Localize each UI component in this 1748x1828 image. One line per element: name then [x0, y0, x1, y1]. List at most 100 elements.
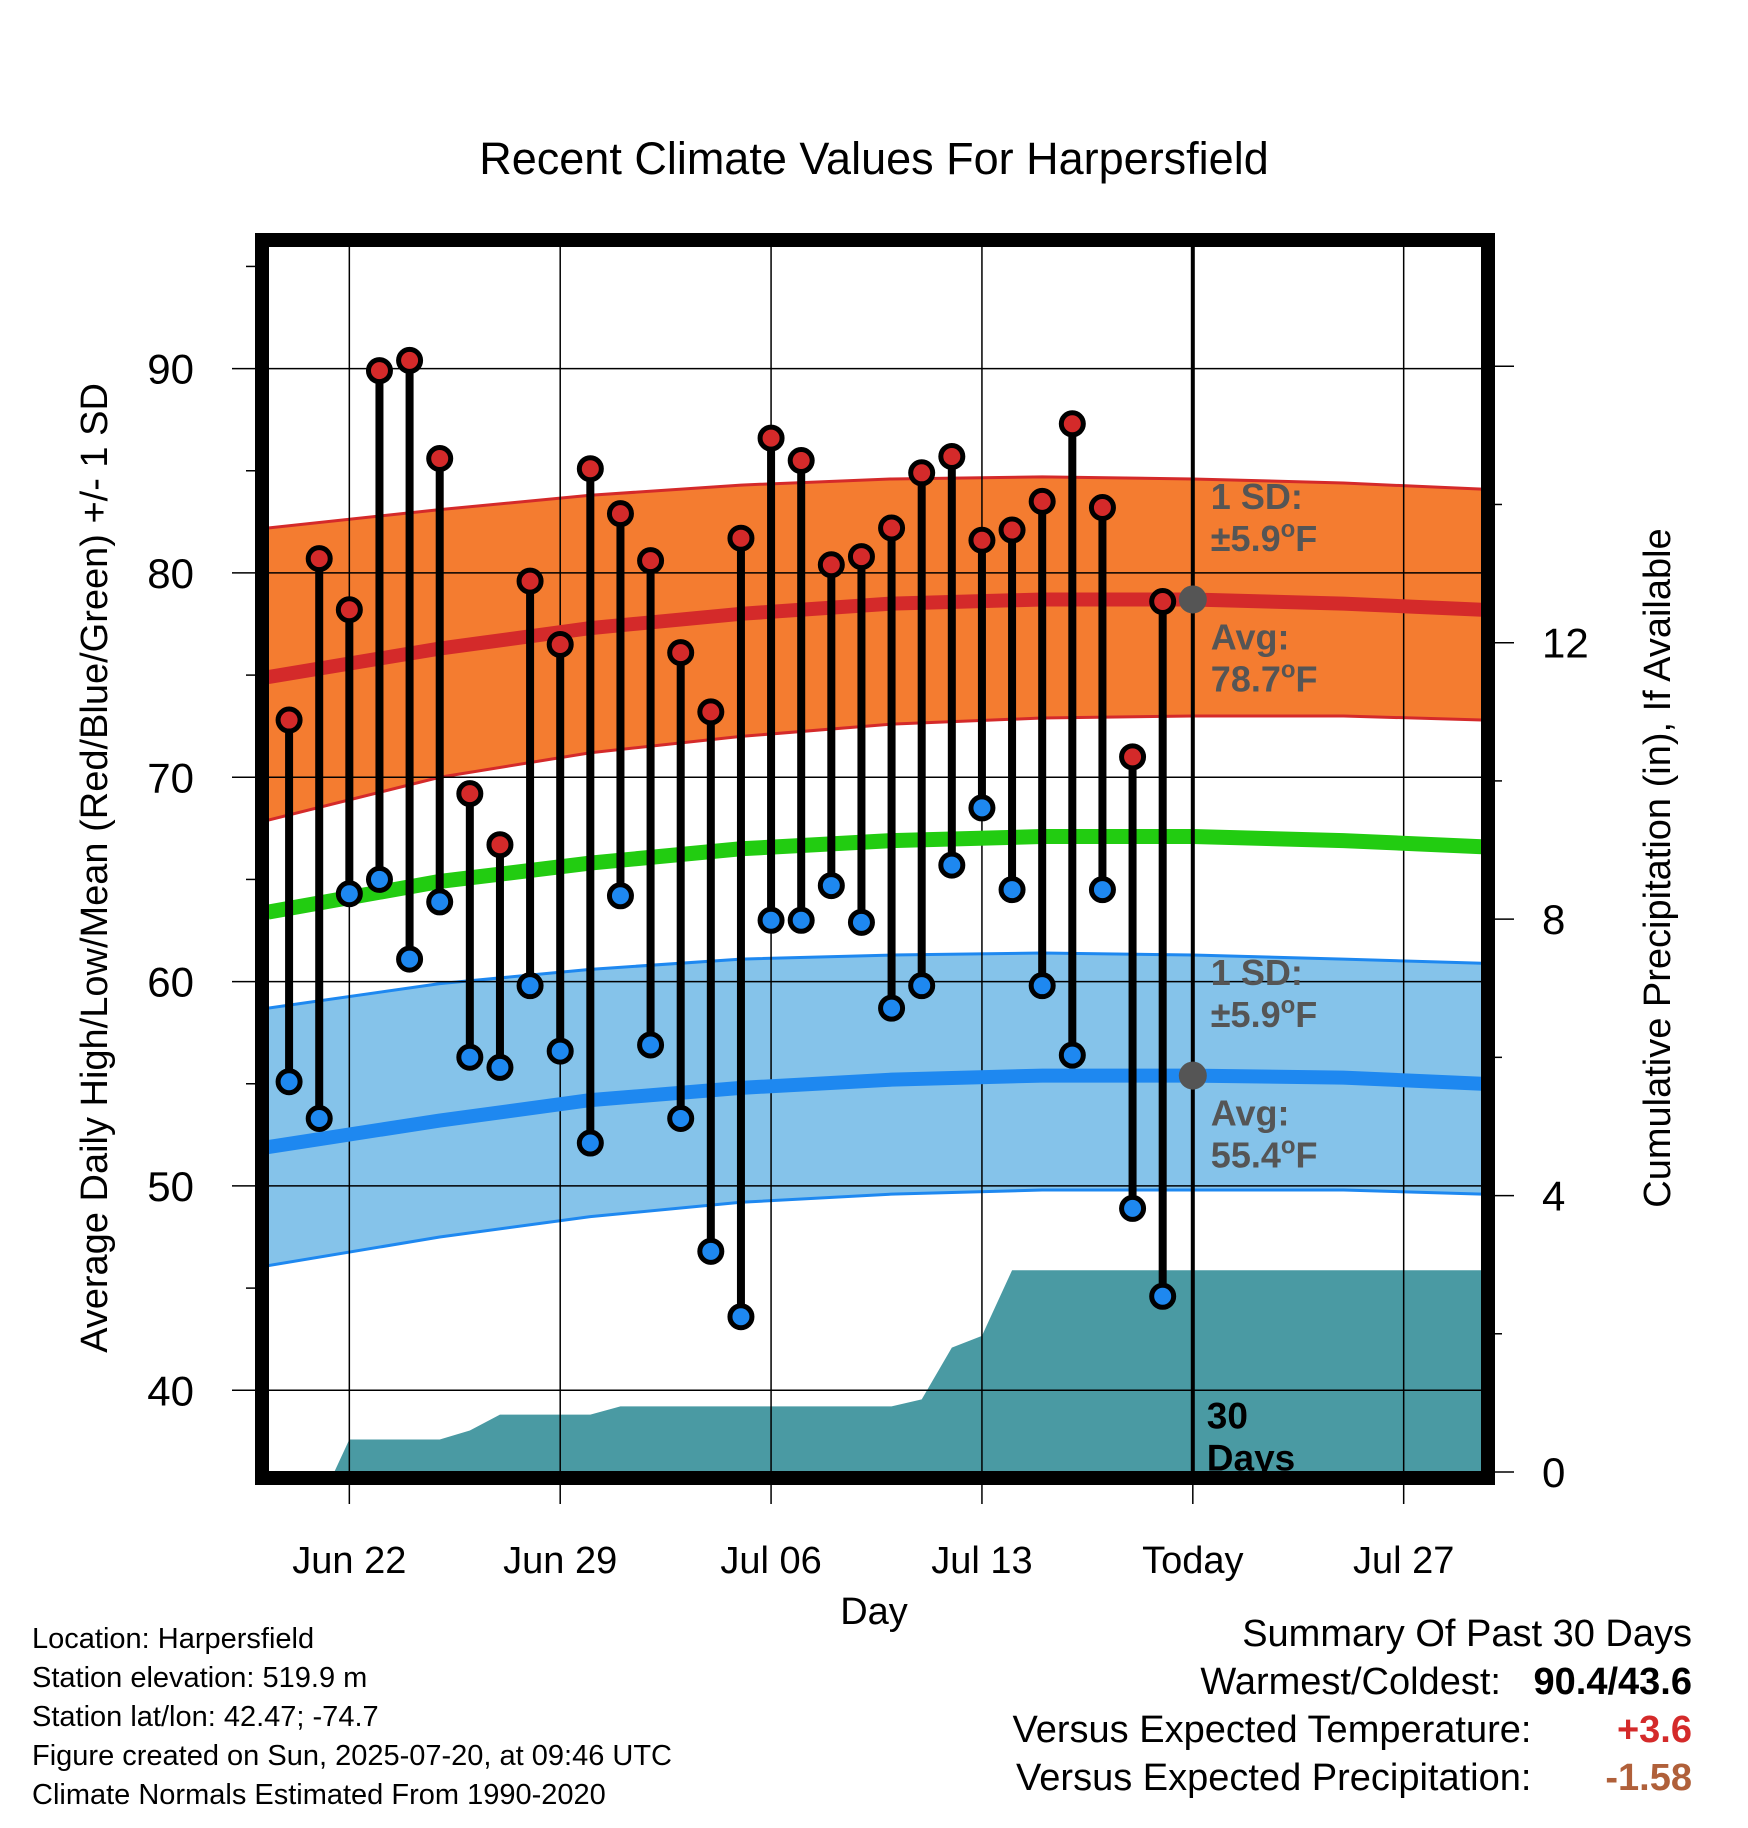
- daily-high-point: [757, 424, 785, 452]
- x-tick-label: Today: [1142, 1540, 1243, 1582]
- x-tick-label: Jun 29: [503, 1540, 617, 1582]
- y-tick-label: 70: [147, 754, 194, 801]
- daily-high-point: [878, 514, 906, 542]
- plot-frame: [255, 233, 1495, 1485]
- daily-low-point: [667, 1105, 695, 1133]
- daily-low-point: [847, 908, 875, 936]
- latlon-text: Station lat/lon: 42.47; -74.7: [32, 1701, 379, 1733]
- daily-high-point: [817, 551, 845, 579]
- daily-high-point: [456, 780, 484, 808]
- daily-high-point: [486, 831, 514, 859]
- daily-high-point: [1119, 743, 1147, 771]
- x-tick-label: Jun 22: [292, 1540, 406, 1582]
- temp-label: Versus Expected Temperature:: [1012, 1709, 1532, 1751]
- daily-high-point: [697, 698, 725, 726]
- high-avg-value: 78.7oF: [1211, 656, 1318, 699]
- summary-temp-row: Versus Expected Temperature: +3.6: [1013, 1706, 1692, 1754]
- days-count: 30: [1207, 1395, 1248, 1436]
- y2-tick-label: 12: [1542, 620, 1589, 667]
- daily-high-point: [1028, 487, 1056, 515]
- daily-high-point: [847, 543, 875, 571]
- daily-high-point: [787, 447, 815, 475]
- daily-high-point: [998, 516, 1026, 544]
- y-tick-label: 40: [147, 1367, 194, 1414]
- low-sd-label: 1 SD:: [1211, 952, 1303, 993]
- today-high-normal-marker: [1178, 585, 1207, 614]
- y-tick-label: 80: [147, 550, 194, 597]
- daily-high-point: [606, 500, 634, 528]
- daily-low-point: [1028, 972, 1056, 1000]
- normal-high-sd-band: [268, 476, 1482, 821]
- normal-low-sd-band: [268, 952, 1482, 1266]
- normals-text: Climate Normals Estimated From 1990-2020: [32, 1779, 606, 1811]
- summary-warmest-row: Warmest/Coldest: 90.4/43.6: [1013, 1658, 1692, 1706]
- chart-title: Recent Climate Values For Harpersfield: [479, 133, 1268, 184]
- location-text: Location: Harpersfield: [32, 1623, 315, 1655]
- low-sd-value: ±5.9oF: [1211, 992, 1317, 1035]
- daily-low-point: [365, 865, 393, 893]
- daily-low-point: [908, 972, 936, 1000]
- daily-low-point: [1058, 1041, 1086, 1069]
- daily-low-point: [426, 888, 454, 916]
- daily-low-point: [938, 851, 966, 879]
- low-avg-label: Avg:: [1211, 1093, 1290, 1134]
- daily-low-point: [456, 1043, 484, 1071]
- daily-high-point: [908, 459, 936, 487]
- daily-high-point: [396, 346, 424, 374]
- x-tick-label: Jul 27: [1353, 1540, 1454, 1582]
- daily-low-point: [637, 1031, 665, 1059]
- daily-low-point: [1119, 1194, 1147, 1222]
- daily-high-point: [1058, 410, 1086, 438]
- warmest-value: 90.4/43.6: [1533, 1661, 1692, 1703]
- daily-high-point: [335, 596, 363, 624]
- daily-low-point: [968, 794, 996, 822]
- y-axis-label: Average Daily High/Low/Mean (Red/Blue/Gr…: [74, 383, 116, 1353]
- y2-tick-label: 0: [1542, 1449, 1565, 1496]
- daily-high-point: [968, 526, 996, 554]
- created-text: Figure created on Sun, 2025-07-20, at 09…: [32, 1740, 672, 1772]
- daily-low-point: [606, 882, 634, 910]
- daily-low-point: [516, 972, 544, 1000]
- station-info: Location: Harpersfield Station elevation…: [32, 1620, 672, 1815]
- high-sd-label: 1 SD:: [1211, 476, 1303, 517]
- precipitation-layer: [268, 1270, 1482, 1472]
- daily-high-point: [637, 547, 665, 575]
- precip-label: Versus Expected Precipitation:: [1016, 1757, 1532, 1799]
- daily-low-point: [727, 1303, 755, 1331]
- y-tick-label: 50: [147, 1163, 194, 1210]
- y-tick-label: 90: [147, 346, 194, 393]
- daily-high-point: [305, 545, 333, 573]
- y2-tick-label: 8: [1542, 896, 1565, 943]
- y2-tick-label: 4: [1542, 1173, 1565, 1220]
- daily-high-point: [546, 630, 574, 658]
- daily-low-point: [335, 880, 363, 908]
- daily-low-point: [817, 872, 845, 900]
- high-avg-label: Avg:: [1211, 616, 1290, 657]
- precip-value: -1.58: [1605, 1757, 1692, 1799]
- warmest-label: Warmest/Coldest:: [1200, 1661, 1501, 1703]
- plot-frame-layer: [255, 233, 1495, 1485]
- daily-high-point: [516, 567, 544, 595]
- daily-high-point: [275, 706, 303, 734]
- daily-low-point: [305, 1105, 333, 1133]
- cumulative-precip-area: [268, 1270, 1482, 1472]
- summary-title: Summary Of Past 30 Days: [1242, 1613, 1692, 1655]
- daily-high-point: [1088, 494, 1116, 522]
- daily-low-point: [486, 1053, 514, 1081]
- daily-low-point: [396, 945, 424, 973]
- daily-low-point: [998, 876, 1026, 904]
- normal-low-line: [268, 1068, 1482, 1155]
- x-tick-label: Jul 06: [720, 1540, 821, 1582]
- daily-high-point: [667, 639, 695, 667]
- today-low-normal-marker: [1178, 1061, 1207, 1090]
- y2-axis-label: Cumulative Precipitation (in), If Availa…: [1637, 528, 1679, 1207]
- high-sd-value: ±5.9oF: [1211, 516, 1317, 559]
- x-axis-label: Day: [840, 1591, 908, 1633]
- daily-low-point: [275, 1068, 303, 1096]
- x-tick-label: Jul 13: [931, 1540, 1032, 1582]
- daily-low-point: [1088, 876, 1116, 904]
- daily-low-point: [576, 1129, 604, 1157]
- daily-low-point: [1149, 1282, 1177, 1310]
- normal-low-sd-band-lower-edge: [268, 1188, 1482, 1268]
- daily-high-point: [426, 445, 454, 473]
